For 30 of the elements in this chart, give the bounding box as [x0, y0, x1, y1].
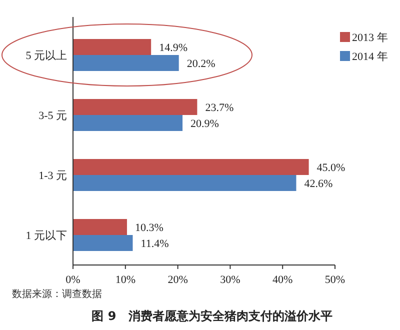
y-tick-label: 3-5 元: [38, 110, 67, 122]
data-label: 42.6%: [304, 178, 333, 190]
data-label: 14.9%: [159, 42, 188, 54]
bar: [73, 39, 152, 55]
bar: [73, 235, 133, 251]
x-tick-label: 50%: [324, 274, 346, 286]
x-tick-label: 0%: [66, 274, 80, 286]
bar: [73, 159, 309, 175]
bar: [73, 115, 183, 131]
data-label: 10.3%: [134, 222, 164, 234]
data-label: 20.9%: [190, 118, 219, 130]
y-tick-label: 1 元以下: [26, 229, 67, 242]
x-tick-label: 40%: [272, 274, 293, 286]
x-tick-label: 30%: [220, 274, 240, 286]
y-tick-label: 5 元以上: [26, 49, 67, 62]
bar: [73, 219, 127, 235]
bar: [73, 55, 179, 71]
data-label: 11.4%: [140, 238, 169, 250]
bar: [73, 175, 296, 191]
data-label: 23.7%: [205, 102, 234, 114]
x-tick-label: 10%: [115, 274, 136, 286]
data-label: 20.2%: [186, 58, 216, 70]
data-label: 45.0%: [316, 162, 346, 174]
y-tick-label: 1-3 元: [38, 170, 67, 182]
legend-label: 2013 年: [352, 32, 388, 44]
x-tick-label: 20%: [168, 274, 188, 286]
bar: [73, 99, 198, 115]
text: 图 9 消费者愿意为安全猪肉支付的溢价水平: [92, 309, 332, 323]
legend-label: 2014 年: [352, 51, 388, 63]
source-note: 数据来源：调查数据: [12, 288, 102, 300]
